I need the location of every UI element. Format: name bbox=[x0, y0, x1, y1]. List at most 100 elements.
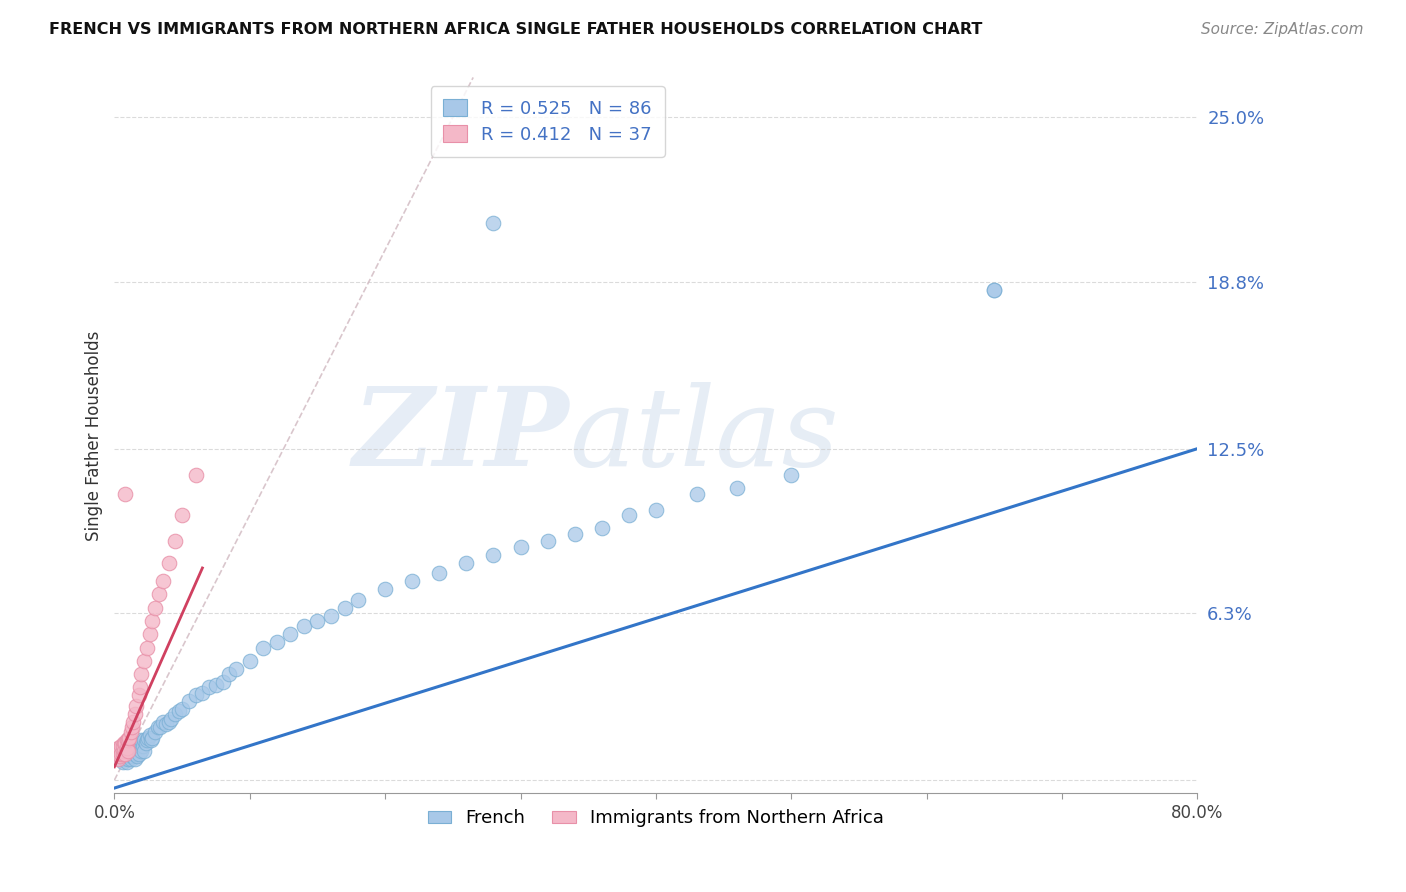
Point bbox=[125, 747, 148, 761]
Point bbox=[107, 741, 129, 756]
Text: FRENCH VS IMMIGRANTS FROM NORTHERN AFRICA SINGLE FATHER HOUSEHOLDS CORRELATION C: FRENCH VS IMMIGRANTS FROM NORTHERN AFRIC… bbox=[49, 22, 983, 37]
Point bbox=[110, 741, 132, 756]
Point bbox=[685, 487, 707, 501]
Point bbox=[165, 706, 187, 721]
Point bbox=[374, 582, 396, 597]
Point bbox=[184, 468, 207, 483]
Point bbox=[225, 662, 247, 676]
Point bbox=[152, 574, 174, 589]
Point bbox=[107, 752, 129, 766]
Point bbox=[146, 720, 169, 734]
Point bbox=[108, 741, 131, 756]
Point bbox=[482, 548, 505, 562]
Point bbox=[184, 688, 207, 702]
Point bbox=[172, 701, 194, 715]
Point bbox=[121, 744, 143, 758]
Point bbox=[121, 749, 143, 764]
Point bbox=[114, 749, 136, 764]
Point bbox=[141, 614, 163, 628]
Point bbox=[124, 706, 146, 721]
Point bbox=[118, 744, 141, 758]
Point bbox=[169, 704, 191, 718]
Point bbox=[111, 739, 134, 753]
Point bbox=[136, 731, 159, 745]
Point bbox=[211, 675, 233, 690]
Point bbox=[122, 739, 145, 753]
Point bbox=[165, 534, 187, 549]
Legend: French, Immigrants from Northern Africa: French, Immigrants from Northern Africa bbox=[420, 802, 891, 834]
Point bbox=[564, 526, 586, 541]
Point bbox=[124, 741, 146, 756]
Point bbox=[135, 736, 157, 750]
Point bbox=[128, 747, 150, 761]
Text: Source: ZipAtlas.com: Source: ZipAtlas.com bbox=[1201, 22, 1364, 37]
Point bbox=[135, 733, 157, 747]
Point bbox=[111, 747, 134, 761]
Point bbox=[333, 600, 356, 615]
Point bbox=[114, 741, 136, 756]
Point bbox=[114, 487, 136, 501]
Point bbox=[121, 720, 143, 734]
Point bbox=[205, 678, 228, 692]
Point bbox=[198, 681, 221, 695]
Point bbox=[117, 744, 139, 758]
Point bbox=[110, 739, 132, 753]
Point bbox=[138, 627, 160, 641]
Point bbox=[252, 640, 274, 655]
Point bbox=[155, 717, 177, 731]
Point bbox=[482, 216, 505, 230]
Point bbox=[122, 747, 145, 761]
Point bbox=[131, 667, 153, 681]
Point bbox=[157, 714, 180, 729]
Point bbox=[617, 508, 640, 522]
Point bbox=[509, 540, 531, 554]
Point bbox=[157, 556, 180, 570]
Point bbox=[115, 755, 138, 769]
Point bbox=[292, 619, 315, 633]
Point bbox=[401, 574, 423, 589]
Point bbox=[124, 752, 146, 766]
Point bbox=[120, 752, 142, 766]
Point bbox=[111, 747, 134, 761]
Point bbox=[110, 747, 132, 761]
Point bbox=[127, 749, 149, 764]
Point bbox=[125, 739, 148, 753]
Point bbox=[139, 733, 162, 747]
Point bbox=[108, 749, 131, 764]
Point bbox=[120, 725, 142, 739]
Point bbox=[112, 747, 135, 761]
Point bbox=[143, 600, 166, 615]
Point bbox=[134, 654, 156, 668]
Point bbox=[319, 608, 342, 623]
Y-axis label: Single Father Households: Single Father Households bbox=[86, 330, 103, 541]
Point bbox=[160, 712, 183, 726]
Point bbox=[143, 725, 166, 739]
Point bbox=[127, 741, 149, 756]
Point bbox=[117, 752, 139, 766]
Point bbox=[141, 731, 163, 745]
Point bbox=[135, 640, 157, 655]
Point bbox=[105, 747, 128, 761]
Point bbox=[129, 681, 152, 695]
Point bbox=[347, 592, 370, 607]
Point bbox=[307, 614, 329, 628]
Point bbox=[112, 752, 135, 766]
Point bbox=[983, 283, 1005, 297]
Point bbox=[131, 744, 153, 758]
Text: ZIP: ZIP bbox=[353, 382, 569, 489]
Point bbox=[456, 556, 478, 570]
Point bbox=[191, 685, 214, 699]
Point bbox=[110, 752, 132, 766]
Point bbox=[138, 728, 160, 742]
Point bbox=[131, 733, 153, 747]
Point bbox=[114, 736, 136, 750]
Point bbox=[780, 468, 803, 483]
Point bbox=[107, 747, 129, 761]
Point bbox=[117, 747, 139, 761]
Point bbox=[132, 739, 155, 753]
Point bbox=[645, 502, 668, 516]
Point bbox=[125, 698, 148, 713]
Point bbox=[118, 731, 141, 745]
Point bbox=[218, 667, 240, 681]
Point bbox=[115, 747, 138, 761]
